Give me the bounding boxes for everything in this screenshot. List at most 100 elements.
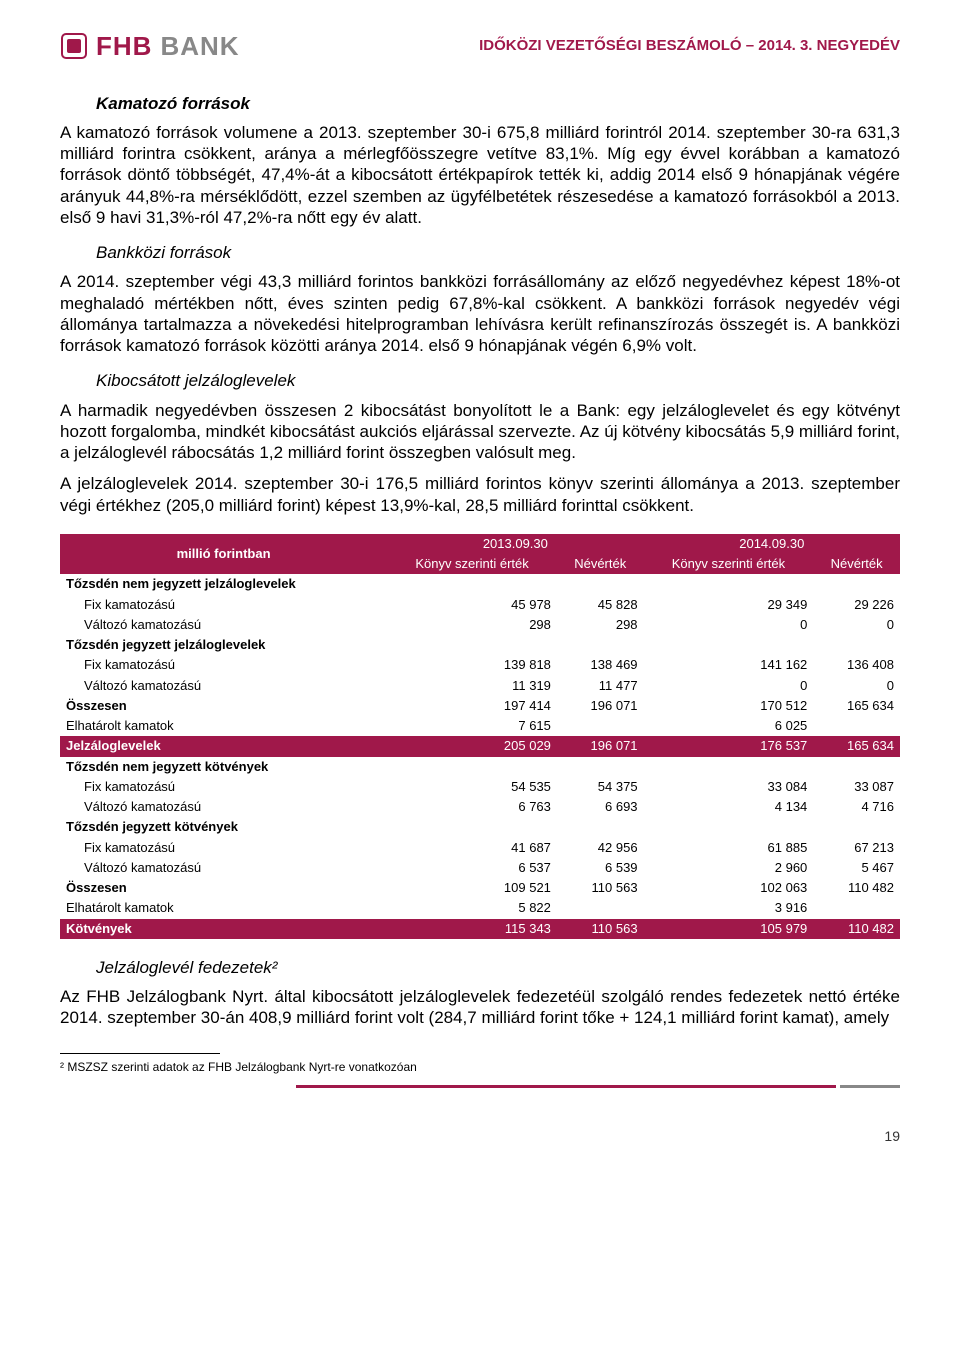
table-cell-value: 2 960 [644,858,814,878]
table-cell-value: 139 818 [387,655,557,675]
table-cell-value [387,574,557,594]
table-row: Tőzsdén jegyzett jelzáloglevelek [60,635,900,655]
table-cell-value: 6 537 [387,858,557,878]
table-row: Fix kamatozású139 818138 469141 162136 4… [60,655,900,675]
footnote-text: ² MSZSZ szerinti adatok az FHB Jelzálogb… [60,1060,900,1075]
logo-text-fhb: FHB [96,30,152,63]
footer-bar-grey [840,1085,900,1088]
table-row: Elhatárolt kamatok7 6156 025 [60,716,900,736]
table-cell-value: 109 521 [387,878,557,898]
table-cell-label: Változó kamatozású [60,797,387,817]
table-cell-value [387,635,557,655]
subsection-heading: Jelzáloglevél fedezetek² [96,957,900,978]
table-col-header: Névérték [557,554,644,574]
table-col-header: Névérték [813,554,900,574]
table-period-header: 2013.09.30 [387,534,643,554]
table-cell-value [557,574,644,594]
footer-bar-brand [296,1085,836,1088]
logo: FHB BANK [60,30,240,63]
table-cell-value: 67 213 [813,838,900,858]
table-row: Tőzsdén nem jegyzett kötvények [60,757,900,777]
table-cell-value [557,716,644,736]
table-cell-value: 0 [813,615,900,635]
table-row: Összesen197 414196 071170 512165 634 [60,696,900,716]
table-cell-value: 205 029 [387,736,557,756]
section-heading: Kamatozó források [96,93,900,114]
table-body: Tőzsdén nem jegyzett jelzáloglevelekFix … [60,574,900,939]
table-row: Tőzsdén nem jegyzett jelzáloglevelek [60,574,900,594]
table-cell-value [557,635,644,655]
table-cell-value [644,817,814,837]
table-cell-label: Jelzáloglevelek [60,736,387,756]
table-period-header: 2014.09.30 [644,534,900,554]
table-cell-label: Tőzsdén nem jegyzett jelzáloglevelek [60,574,387,594]
table-cell-label: Változó kamatozású [60,858,387,878]
table-cell-label: Fix kamatozású [60,595,387,615]
table-cell-label: Fix kamatozású [60,655,387,675]
table-cell-value: 105 979 [644,919,814,939]
table-cell-value [387,817,557,837]
table-cell-value: 33 087 [813,777,900,797]
table-cell-value: 165 634 [813,736,900,756]
table-cell-value [644,574,814,594]
page-container: FHB BANK IDŐKÖZI VEZETŐSÉGI BESZÁMOLÓ – … [0,0,960,1175]
table-cell-value [644,635,814,655]
table-cell-value: 141 162 [644,655,814,675]
logo-icon [60,32,88,60]
table-cell-value: 196 071 [557,736,644,756]
financial-table: millió forintban 2013.09.30 2014.09.30 K… [60,534,900,939]
table-cell-value: 45 978 [387,595,557,615]
table-cell-label: Változó kamatozású [60,615,387,635]
table-row: Tőzsdén jegyzett kötvények [60,817,900,837]
table-cell-label: Elhatárolt kamatok [60,898,387,918]
table-cell-label: Elhatárolt kamatok [60,716,387,736]
body-paragraph: A jelzáloglevelek 2014. szeptember 30-i … [60,473,900,516]
body-paragraph: Az FHB Jelzálogbank Nyrt. által kibocsát… [60,986,900,1029]
table-col-header: Könyv szerinti érték [387,554,557,574]
table-row: Fix kamatozású41 68742 95661 88567 213 [60,838,900,858]
table-cell-value: 196 071 [557,696,644,716]
table-cell-value: 298 [557,615,644,635]
table-cell-value: 54 535 [387,777,557,797]
table-rowlabel-header: millió forintban [60,534,387,575]
table-cell-value [557,757,644,777]
table-cell-value: 6 539 [557,858,644,878]
table-header: millió forintban 2013.09.30 2014.09.30 K… [60,534,900,575]
table-cell-value: 115 343 [387,919,557,939]
table-row: Fix kamatozású45 97845 82829 34929 226 [60,595,900,615]
table-cell-value: 7 615 [387,716,557,736]
body-paragraph: A harmadik negyedévben összesen 2 kibocs… [60,400,900,464]
table-cell-value: 110 563 [557,919,644,939]
footnote-rule [60,1053,220,1054]
table-cell-value: 11 319 [387,676,557,696]
table-cell-value [813,716,900,736]
table-cell-value: 3 916 [644,898,814,918]
table-cell-value: 298 [387,615,557,635]
table-cell-value: 4 716 [813,797,900,817]
table-row: Jelzáloglevelek205 029196 071176 537165 … [60,736,900,756]
table-cell-value: 138 469 [557,655,644,675]
table-cell-value [813,635,900,655]
table-cell-value: 110 563 [557,878,644,898]
table-cell-value: 165 634 [813,696,900,716]
table-cell-value: 4 134 [644,797,814,817]
table-cell-value: 29 349 [644,595,814,615]
table-cell-value [813,757,900,777]
table-cell-label: Változó kamatozású [60,676,387,696]
table-cell-value: 41 687 [387,838,557,858]
table-cell-value: 136 408 [813,655,900,675]
table-row: Változó kamatozású11 31911 47700 [60,676,900,696]
table-row: Fix kamatozású54 53554 37533 08433 087 [60,777,900,797]
table-row: Elhatárolt kamatok5 822 3 916 [60,898,900,918]
table-cell-label: Fix kamatozású [60,838,387,858]
table-cell-label: Tőzsdén nem jegyzett kötvények [60,757,387,777]
subsection-heading: Kibocsátott jelzáloglevelek [96,370,900,391]
table-cell-value [813,817,900,837]
table-col-header: Könyv szerinti érték [644,554,814,574]
table-cell-label: Fix kamatozású [60,777,387,797]
table-cell-label: Összesen [60,696,387,716]
table-cell-label: Tőzsdén jegyzett kötvények [60,817,387,837]
table-cell-value: 5 822 [387,898,557,918]
table-cell-value: 110 482 [813,878,900,898]
table-cell-value: 29 226 [813,595,900,615]
